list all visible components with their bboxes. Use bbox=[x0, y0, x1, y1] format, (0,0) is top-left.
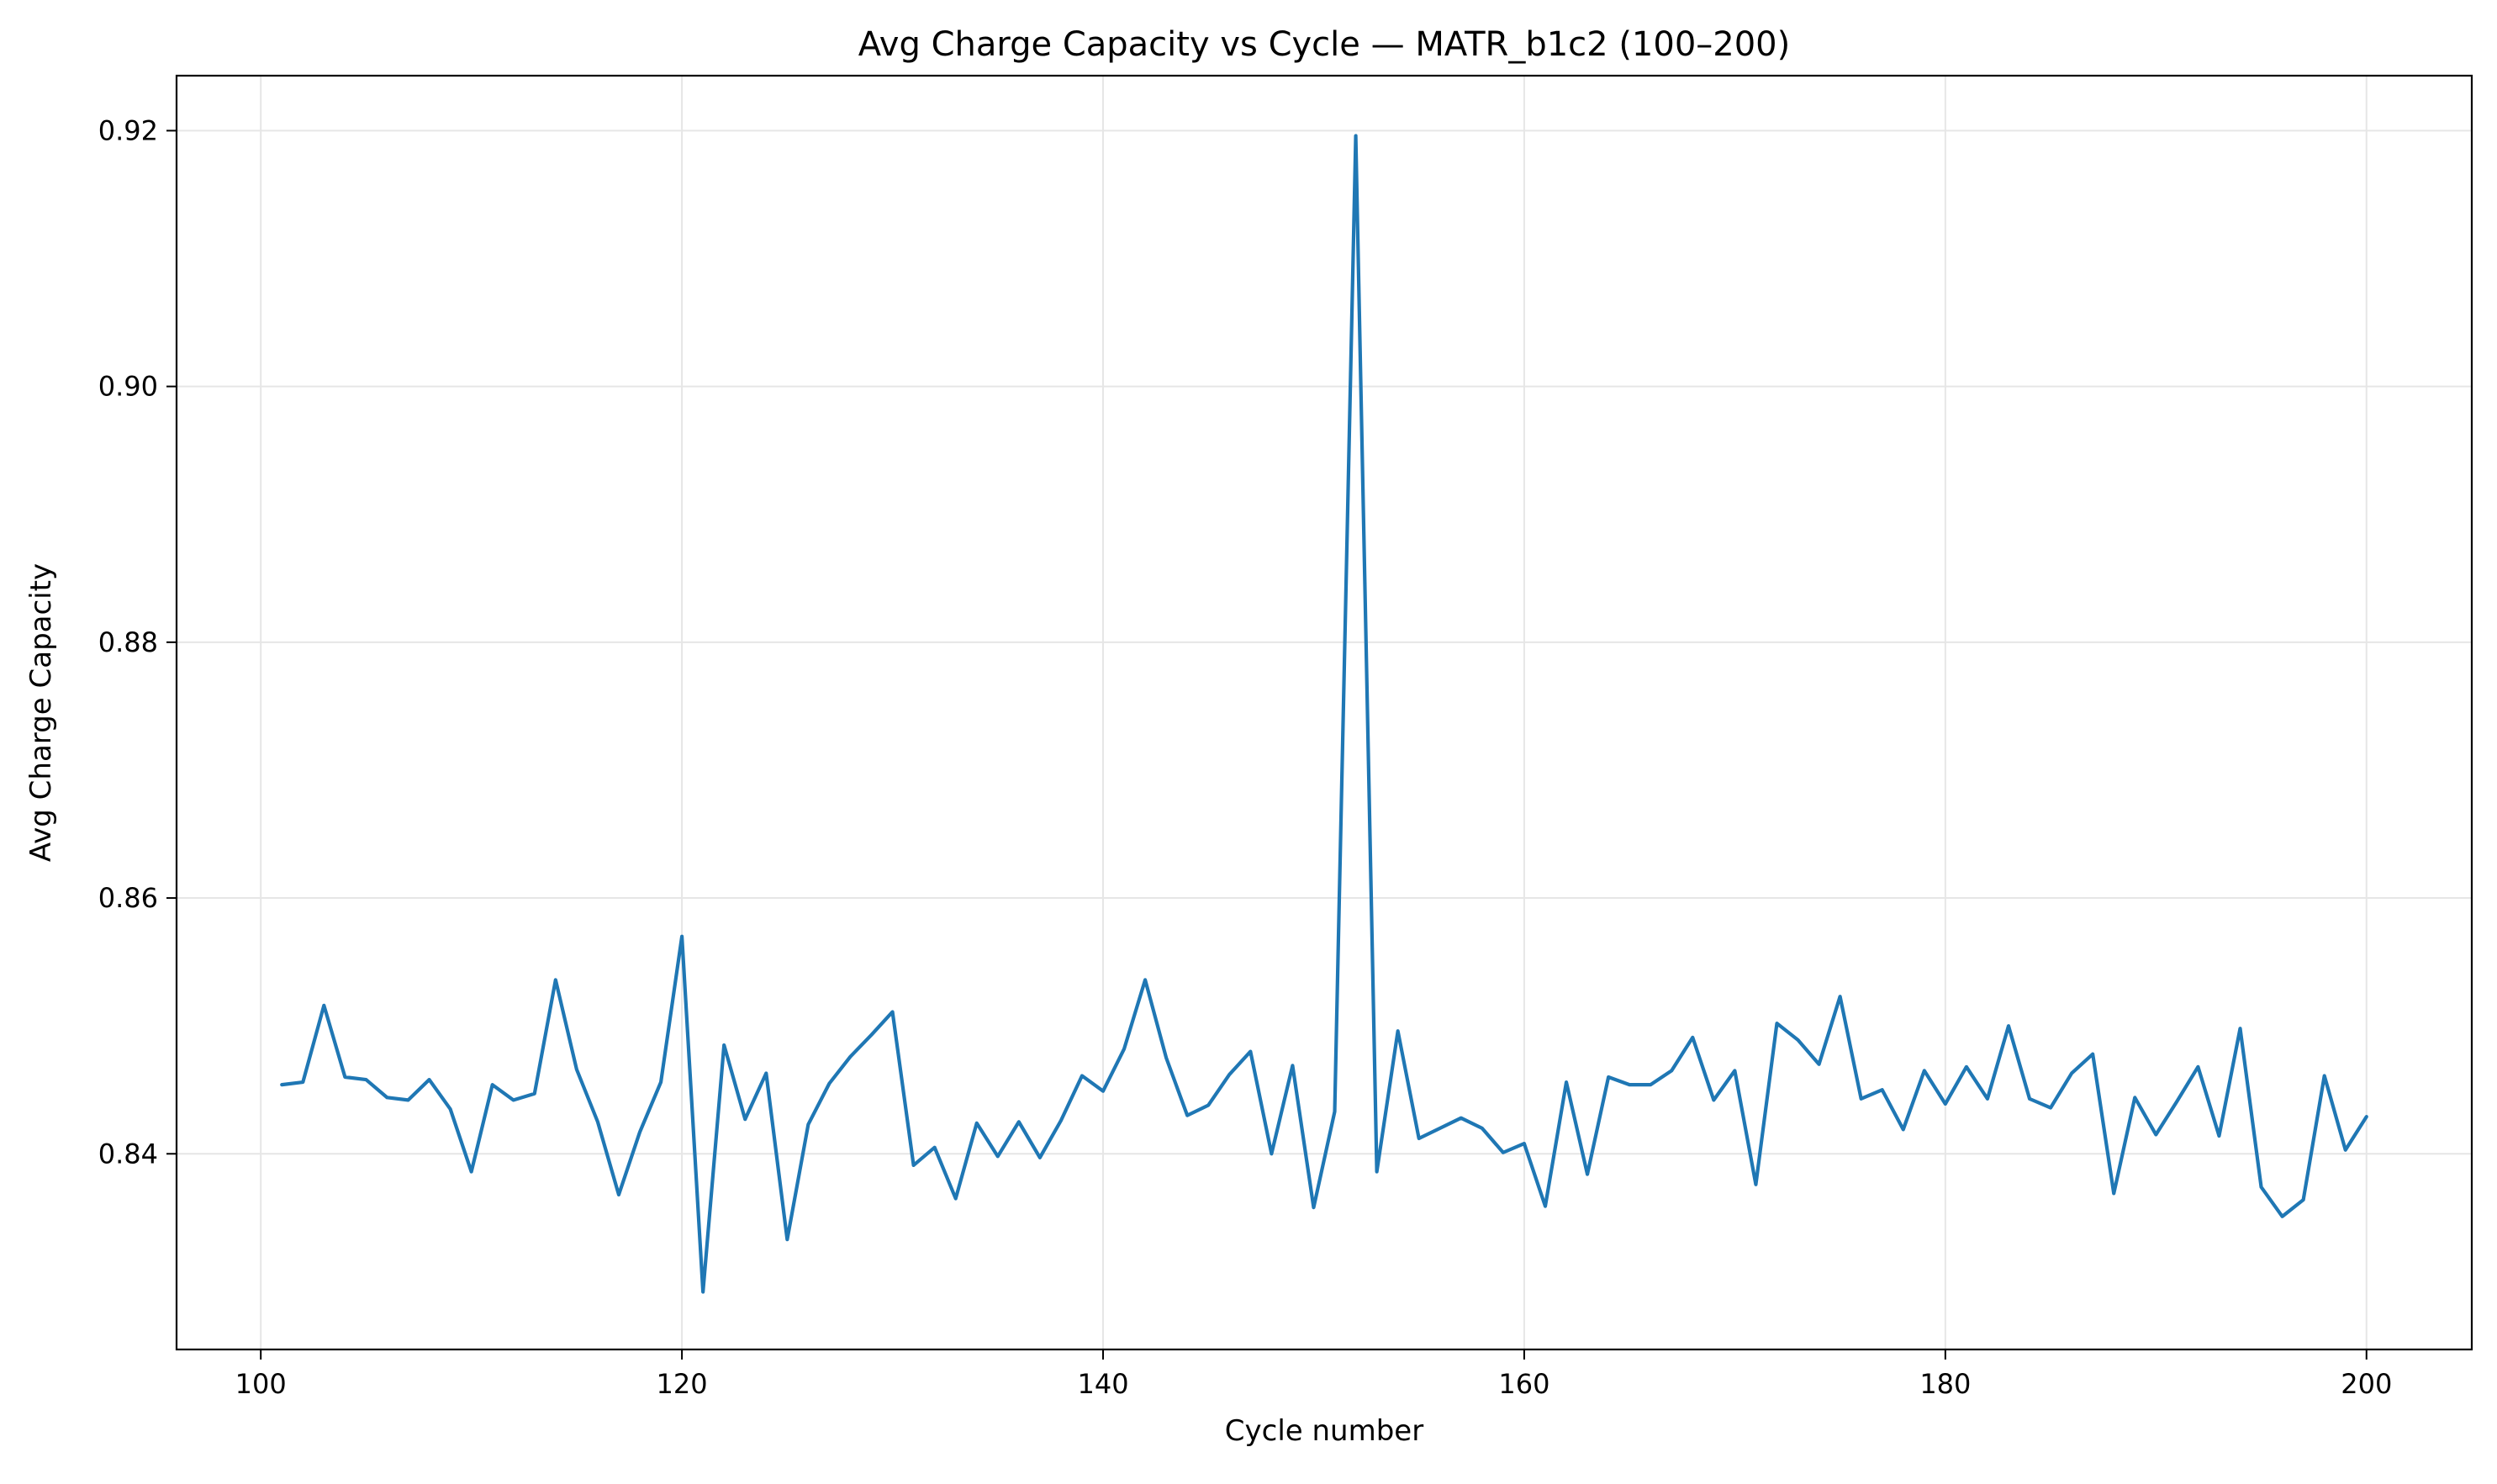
x-axis-ticks: 100 120 140 160 180 200 bbox=[235, 1349, 2392, 1400]
y-axis-ticks: 0.84 0.86 0.88 0.90 0.92 bbox=[98, 114, 177, 1170]
x-tick-label: 140 bbox=[1077, 1368, 1128, 1400]
y-tick-label: 0.90 bbox=[98, 371, 158, 403]
x-axis-label: Cycle number bbox=[1225, 1414, 1423, 1448]
series-line bbox=[280, 134, 2368, 1294]
x-tick-label: 180 bbox=[1919, 1368, 1971, 1400]
grid-lines bbox=[177, 76, 2472, 1349]
chart-title: Avg Charge Capacity vs Cycle — MATR_b1c2… bbox=[858, 25, 1790, 64]
plot-area-frame bbox=[175, 74, 2473, 1351]
series-layer bbox=[280, 134, 2368, 1294]
x-tick-label: 120 bbox=[657, 1368, 708, 1400]
y-tick-label: 0.86 bbox=[98, 882, 158, 914]
y-tick-label: 0.92 bbox=[98, 114, 158, 146]
y-axis-label: Avg Charge Capacity bbox=[24, 563, 58, 862]
y-tick-label: 0.88 bbox=[98, 626, 158, 658]
y-tick-label: 0.84 bbox=[98, 1138, 158, 1170]
x-tick-label: 100 bbox=[235, 1368, 287, 1400]
x-tick-label: 160 bbox=[1498, 1368, 1549, 1400]
x-tick-label: 200 bbox=[2341, 1368, 2392, 1400]
